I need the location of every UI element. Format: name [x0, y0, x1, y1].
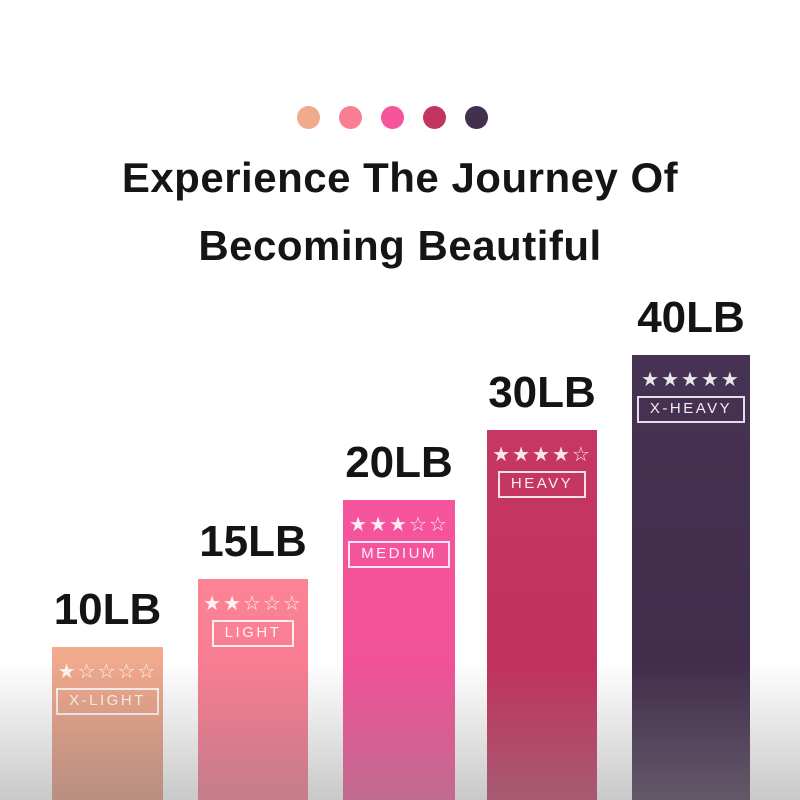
color-palette-dots	[0, 106, 784, 129]
resistance-level-label: MEDIUM	[361, 545, 437, 562]
star-rating: ★☆☆☆☆	[57, 659, 158, 683]
bar-value-label: 40LB	[637, 293, 745, 342]
bar-value-label: 30LB	[488, 368, 596, 417]
palette-dot-crimson	[422, 106, 446, 129]
title-line-2: Becoming Beautiful	[198, 222, 602, 269]
title-line-1: Experience The Journey Of	[121, 154, 679, 201]
bar-rect-30lb: ★★★★☆ HEAVY	[487, 430, 597, 800]
palette-dot-pink	[338, 106, 362, 129]
bar-value-label: 15LB	[199, 517, 307, 566]
resistance-level-label: X-LIGHT	[69, 692, 146, 709]
resistance-level-badge: HEAVY	[497, 471, 587, 498]
bar-rect-15lb: ★★☆☆☆ LIGHT	[198, 579, 308, 800]
bar-value-label: 10LB	[53, 585, 162, 634]
bar-30lb: 30LB ★★★★☆ HEAVY	[487, 371, 597, 800]
resistance-level-badge: X-HEAVY	[636, 396, 746, 423]
bar-15lb: 15LB ★★☆☆☆ LIGHT	[198, 520, 308, 800]
star-rating: ★★☆☆☆	[203, 591, 303, 615]
star-rating: ★★★☆☆	[349, 512, 449, 536]
palette-dot-dark-purple	[464, 106, 488, 129]
bar-20lb: 20LB ★★★☆☆ MEDIUM	[343, 441, 455, 800]
palette-dot-peach	[296, 106, 320, 129]
resistance-level-label: X-HEAVY	[649, 400, 733, 417]
palette-dot-hot-pink	[380, 106, 404, 129]
bar-rect-20lb: ★★★☆☆ MEDIUM	[343, 500, 455, 800]
bar-10lb: 10LB ★☆☆☆☆ X-LIGHT	[52, 588, 163, 800]
bar-rect-10lb: ★☆☆☆☆ X-LIGHT	[52, 647, 163, 800]
resistance-level-badge: MEDIUM	[348, 541, 450, 568]
bar-rect-40lb: ★★★★★ X-HEAVY	[632, 355, 750, 800]
star-rating: ★★★★★	[641, 367, 741, 391]
resistance-level-label: HEAVY	[510, 475, 574, 492]
resistance-level-label: LIGHT	[224, 624, 282, 641]
bar-value-label: 20LB	[345, 438, 453, 487]
resistance-level-badge: X-LIGHT	[56, 688, 159, 715]
bar-40lb: 40LB ★★★★★ X-HEAVY	[632, 296, 750, 800]
star-rating: ★★★★☆	[492, 442, 592, 466]
resistance-level-badge: LIGHT	[211, 620, 295, 647]
